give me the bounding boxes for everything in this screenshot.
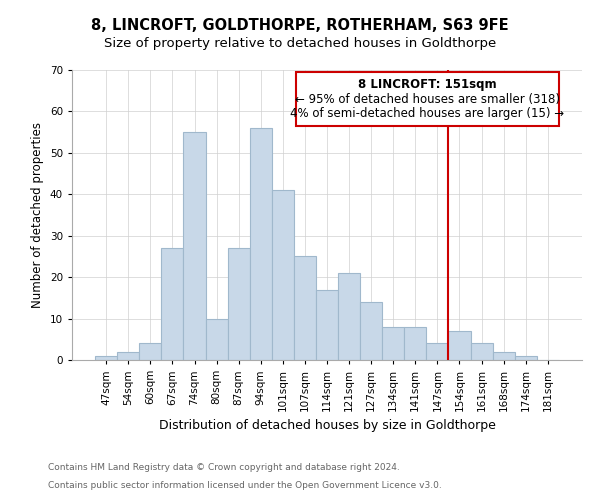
Bar bbox=[493, 352, 515, 360]
Bar bbox=[250, 128, 272, 360]
Text: ← 95% of detached houses are smaller (318): ← 95% of detached houses are smaller (31… bbox=[295, 93, 560, 106]
Bar bbox=[184, 132, 206, 360]
Bar bbox=[404, 327, 427, 360]
Bar bbox=[338, 273, 360, 360]
Bar bbox=[227, 248, 250, 360]
Text: 8 LINCROFT: 151sqm: 8 LINCROFT: 151sqm bbox=[358, 78, 497, 92]
Bar bbox=[382, 327, 404, 360]
Bar bbox=[206, 318, 227, 360]
Bar bbox=[360, 302, 382, 360]
Text: Contains public sector information licensed under the Open Government Licence v3: Contains public sector information licen… bbox=[48, 481, 442, 490]
Text: 4% of semi-detached houses are larger (15) →: 4% of semi-detached houses are larger (1… bbox=[290, 108, 565, 120]
Bar bbox=[95, 356, 117, 360]
Bar bbox=[161, 248, 184, 360]
Bar bbox=[316, 290, 338, 360]
Bar bbox=[117, 352, 139, 360]
Text: Size of property relative to detached houses in Goldthorpe: Size of property relative to detached ho… bbox=[104, 38, 496, 51]
Bar bbox=[470, 344, 493, 360]
FancyBboxPatch shape bbox=[296, 72, 559, 126]
Text: Contains HM Land Registry data © Crown copyright and database right 2024.: Contains HM Land Registry data © Crown c… bbox=[48, 464, 400, 472]
Bar bbox=[427, 344, 448, 360]
Bar bbox=[294, 256, 316, 360]
Bar bbox=[515, 356, 537, 360]
Bar bbox=[448, 331, 470, 360]
Bar bbox=[139, 344, 161, 360]
Text: 8, LINCROFT, GOLDTHORPE, ROTHERHAM, S63 9FE: 8, LINCROFT, GOLDTHORPE, ROTHERHAM, S63 … bbox=[91, 18, 509, 32]
X-axis label: Distribution of detached houses by size in Goldthorpe: Distribution of detached houses by size … bbox=[158, 420, 496, 432]
Bar bbox=[272, 190, 294, 360]
Y-axis label: Number of detached properties: Number of detached properties bbox=[31, 122, 44, 308]
